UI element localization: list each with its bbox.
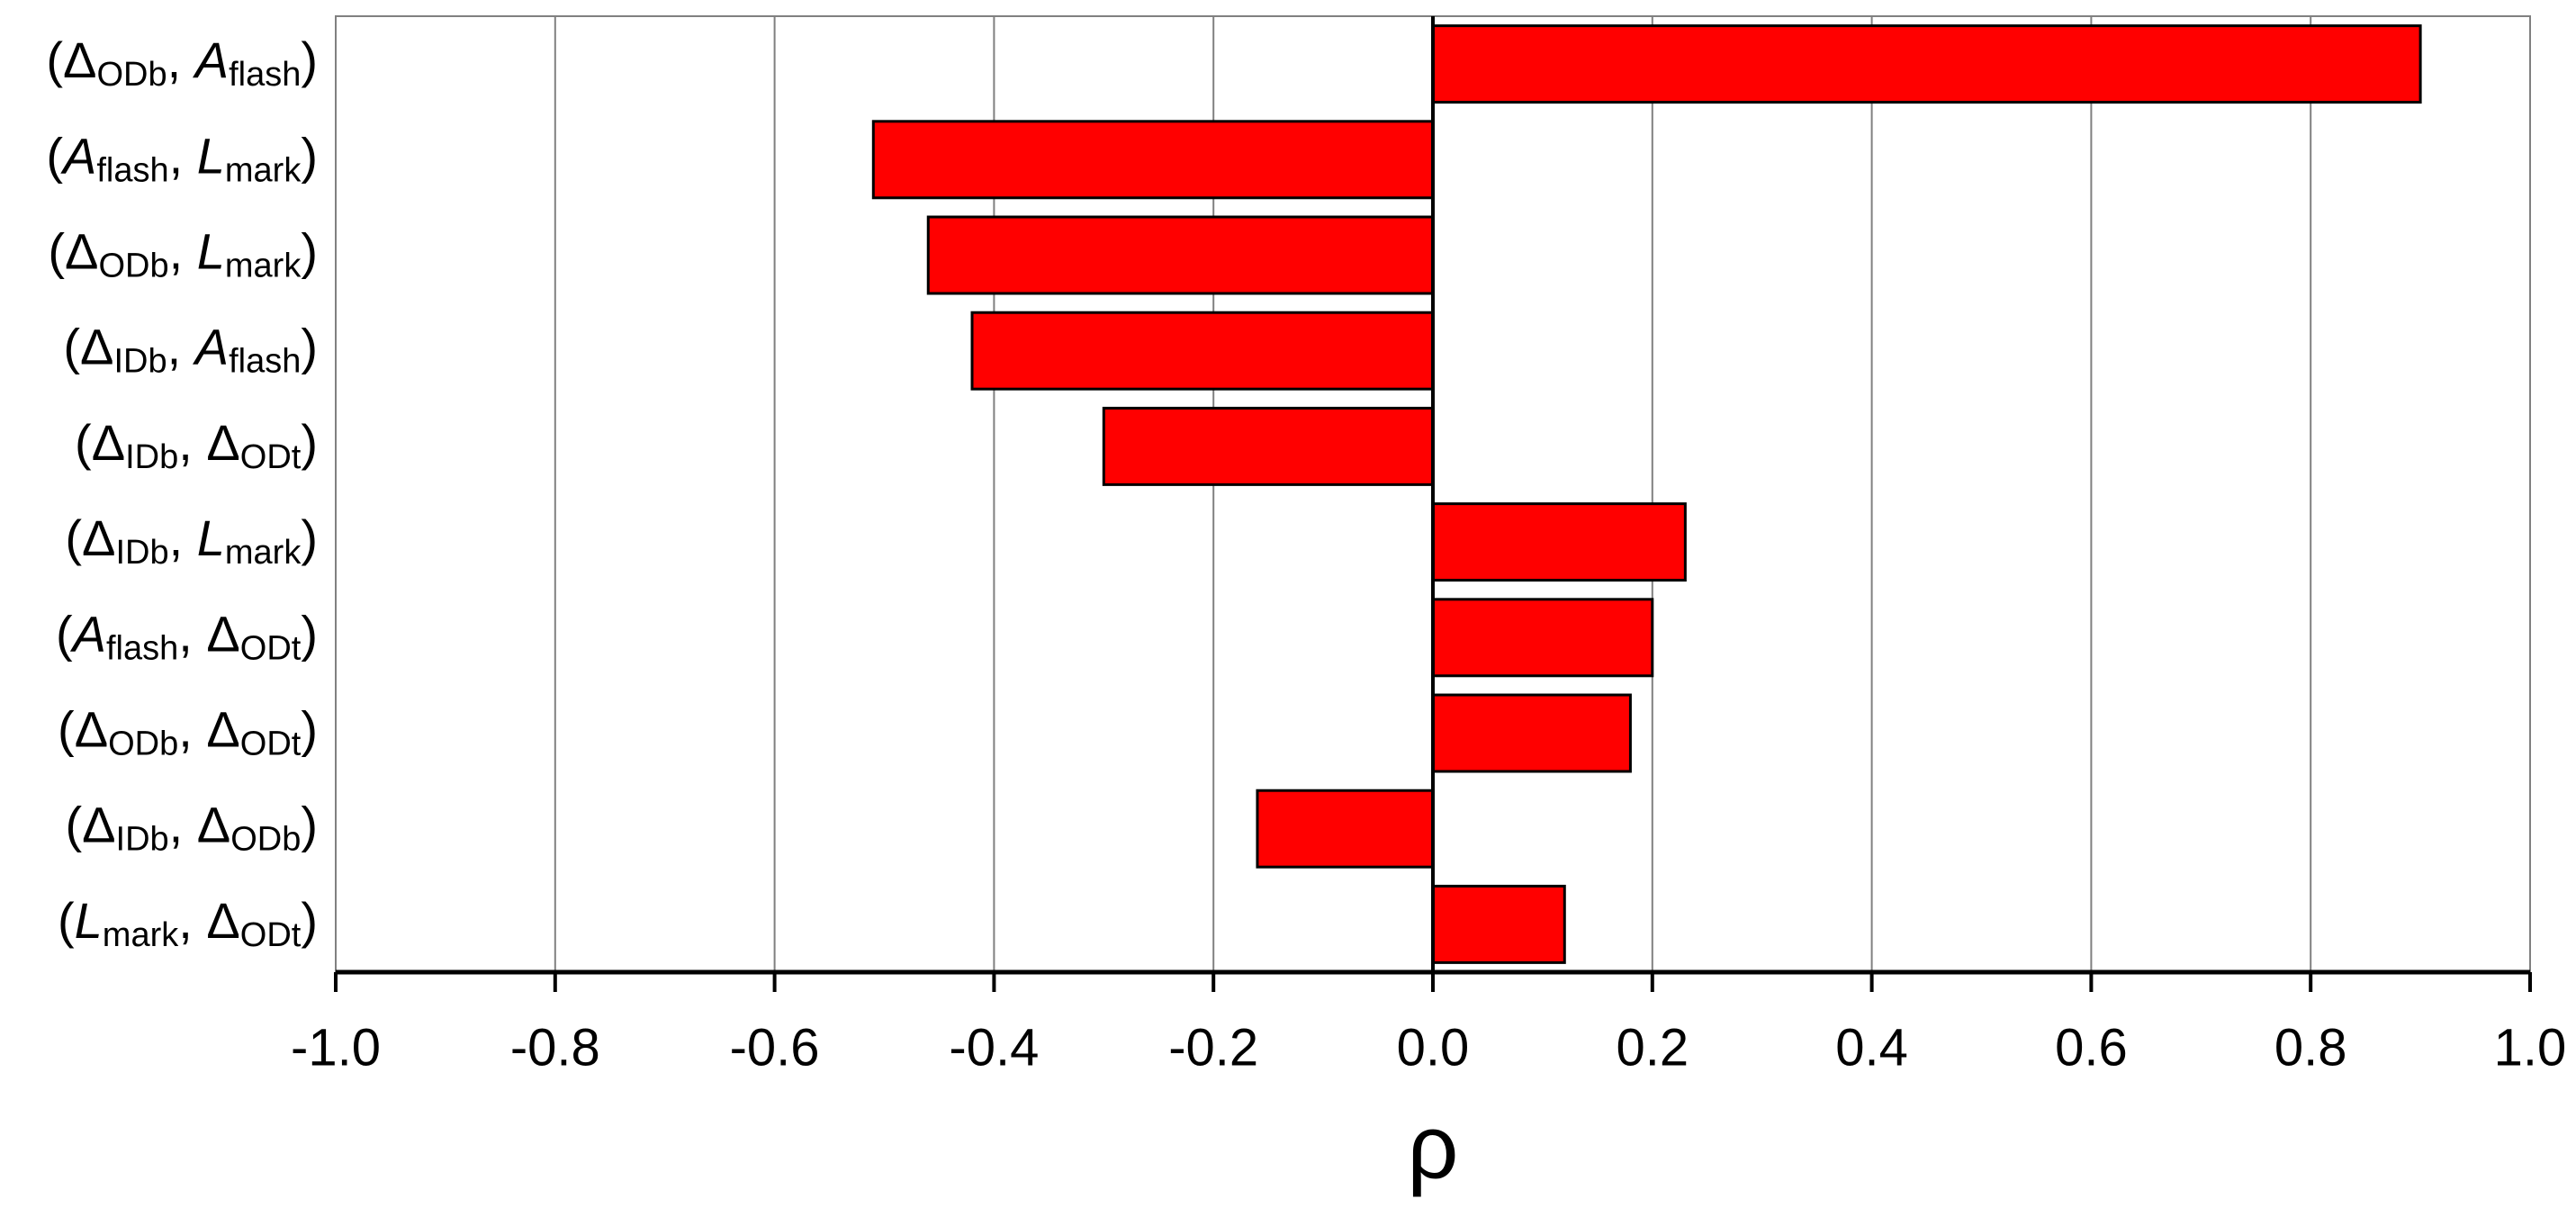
label-part: (Δ xyxy=(63,318,113,374)
label-subscript: mark xyxy=(103,916,179,954)
label-part: (Δ xyxy=(75,414,125,471)
label-part: ) xyxy=(301,796,318,852)
bar xyxy=(871,120,1435,200)
label-part: , xyxy=(169,127,197,184)
label-part: ) xyxy=(301,700,318,757)
label-part: ( xyxy=(56,605,73,662)
x-tick-label: -0.4 xyxy=(949,1018,1039,1077)
label-part: , xyxy=(169,222,197,279)
x-tick-label: 0.8 xyxy=(2274,1018,2347,1077)
label-subscript: IDb xyxy=(116,821,169,859)
y-tick-label: (ΔIDb, Aflash) xyxy=(63,318,318,380)
bar xyxy=(1431,24,2422,104)
y-tick-label: (Aflash, Lmark) xyxy=(46,127,318,189)
label-part: ( xyxy=(46,127,63,184)
label-part: ( xyxy=(58,892,75,949)
label-italic: L xyxy=(75,892,103,949)
label-subscript: ODb xyxy=(96,56,167,94)
label-subscript: mark xyxy=(225,534,302,572)
y-tick-label: (ΔIDb, ΔODb) xyxy=(65,796,318,858)
y-tick-label: (ΔODb, Aflash) xyxy=(46,32,318,94)
y-tick-label: (ΔODb, ΔODt) xyxy=(58,700,318,762)
label-subscript: ODb xyxy=(98,248,168,285)
label-subscript: ODt xyxy=(240,726,302,763)
bar xyxy=(1102,406,1435,486)
label-italic: A xyxy=(193,318,229,374)
label-part: , Δ xyxy=(178,892,240,949)
label-part: ) xyxy=(301,414,318,471)
label-italic: A xyxy=(60,127,96,184)
bar xyxy=(1431,693,1632,773)
x-tick-label: 0.6 xyxy=(2055,1018,2128,1077)
label-part: ) xyxy=(301,222,318,279)
label-italic: A xyxy=(193,32,229,88)
bar xyxy=(970,311,1435,391)
label-part: (Δ xyxy=(58,700,108,757)
label-part: , Δ xyxy=(178,700,240,757)
label-subscript: flash xyxy=(229,56,301,94)
label-part: ) xyxy=(301,605,318,662)
label-part: (Δ xyxy=(65,796,115,852)
label-part: ) xyxy=(301,32,318,88)
bar xyxy=(1431,598,1654,678)
label-subscript: ODb xyxy=(230,821,301,859)
bar xyxy=(1431,884,1566,964)
y-tick-label: (ΔIDb, Lmark) xyxy=(65,509,318,572)
label-part: , xyxy=(167,318,195,374)
label-subscript: IDb xyxy=(113,343,167,381)
label-subscript: IDb xyxy=(125,438,178,476)
label-part: , xyxy=(167,32,195,88)
x-tick-label: -1.0 xyxy=(291,1018,381,1077)
x-tick-label: 0.4 xyxy=(1835,1018,1908,1077)
label-subscript: mark xyxy=(225,151,302,189)
label-part: ) xyxy=(301,127,318,184)
label-subscript: ODt xyxy=(240,916,302,954)
label-subscript: ODt xyxy=(240,629,302,667)
label-part: ) xyxy=(301,892,318,949)
x-tick-label: -0.2 xyxy=(1168,1018,1258,1077)
label-italic: L xyxy=(197,509,225,566)
label-subscript: mark xyxy=(225,248,302,285)
label-italic: L xyxy=(197,127,225,184)
label-subscript: flash xyxy=(96,151,168,189)
label-subscript: IDb xyxy=(115,534,168,572)
label-subscript: flash xyxy=(106,629,178,667)
label-italic: L xyxy=(197,222,225,279)
bar xyxy=(1431,502,1687,582)
x-tick-label: 0.0 xyxy=(1397,1018,1470,1077)
label-subscript: ODb xyxy=(108,726,178,763)
y-tick-label: (Aflash, ΔODt) xyxy=(56,605,318,667)
y-tick-label: (Lmark, ΔODt) xyxy=(58,892,318,954)
bar xyxy=(926,215,1435,295)
label-part: , Δ xyxy=(178,605,240,662)
label-part: , Δ xyxy=(169,796,231,852)
y-tick-label: (ΔODb, Lmark) xyxy=(48,222,318,284)
label-part: ) xyxy=(301,509,318,566)
label-part: , xyxy=(169,509,197,566)
label-part: (Δ xyxy=(65,509,115,566)
x-tick-label: 0.2 xyxy=(1616,1018,1689,1077)
x-tick-label: 1.0 xyxy=(2494,1018,2567,1077)
bar xyxy=(1256,789,1435,869)
label-part: (Δ xyxy=(46,32,96,88)
label-part: , Δ xyxy=(178,414,240,471)
x-axis-label: ρ xyxy=(1408,1096,1459,1197)
x-tick-label: -0.8 xyxy=(510,1018,600,1077)
x-tick-label: -0.6 xyxy=(730,1018,820,1077)
label-part: (Δ xyxy=(48,222,98,279)
y-tick-label: (ΔIDb, ΔODt) xyxy=(75,414,318,476)
label-part: ) xyxy=(301,318,318,374)
label-italic: A xyxy=(70,605,106,662)
label-subscript: flash xyxy=(229,343,301,381)
label-subscript: ODt xyxy=(240,438,302,476)
